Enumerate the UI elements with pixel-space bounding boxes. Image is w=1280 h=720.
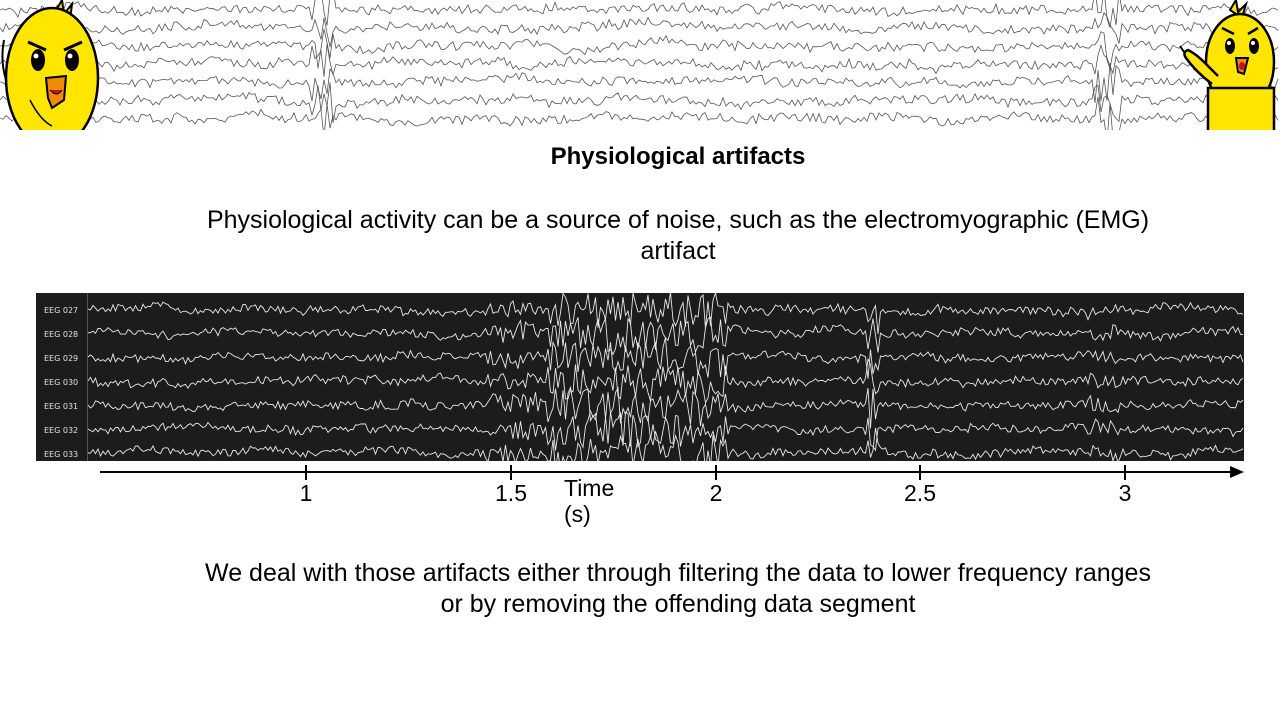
eeg-banner-traces — [0, 0, 1279, 130]
eeg-trace-eeg-032 — [88, 409, 1244, 452]
chick-mascot-right-icon — [1179, 0, 1276, 130]
eeg-trace-eeg-033 — [88, 427, 1244, 461]
chick-mascot-left-icon — [1, 0, 100, 130]
banner-trace-4 — [0, 44, 1279, 77]
tick-label-3: 3 — [1118, 480, 1132, 506]
eeg-trace-eeg-030 — [88, 357, 1244, 405]
slide-title: Physiological artifacts — [550, 143, 806, 170]
tick-label-2: 2 — [709, 480, 723, 506]
tick-label-2-5: 2.5 — [904, 480, 936, 506]
eeg-trace-eeg-029 — [88, 337, 1244, 379]
channel-label-eeg-033: EEG 033 — [44, 450, 79, 459]
tick-label-1-5: 1.5 — [495, 480, 527, 506]
tick-label-1: 1 — [299, 480, 313, 506]
channel-label-eeg-029: EEG 029 — [44, 354, 79, 363]
eeg-traces — [88, 293, 1244, 461]
outro-paragraph: We deal with those artifacts either thro… — [205, 559, 1151, 618]
banner-trace-2 — [0, 11, 1279, 48]
channel-label-eeg-032: EEG 032 — [44, 426, 79, 435]
eeg-recording-panel: EEG 027 EEG 028 EEG 029 EEG 030 EEG 031 … — [36, 293, 1244, 461]
banner-trace-6 — [0, 82, 1279, 123]
header-banner — [0, 0, 1280, 130]
channel-label-column — [36, 293, 88, 461]
time-axis — [100, 465, 1244, 480]
eeg-trace-eeg-027 — [88, 293, 1244, 335]
banner-trace-7 — [0, 96, 1279, 130]
channel-label-eeg-028: EEG 028 — [44, 330, 79, 339]
time-axis-arrowhead — [1230, 466, 1244, 478]
eeg-trace-eeg-028 — [88, 316, 1244, 356]
time-axis-label: Time (s) — [564, 475, 634, 527]
banner-trace-1 — [0, 0, 1279, 28]
intro-paragraph: Physiological activity can be a source o… — [206, 206, 1150, 265]
channel-label-eeg-031: EEG 031 — [44, 402, 79, 411]
channel-label-eeg-027: EEG 027 — [44, 306, 79, 315]
banner-trace-3 — [0, 28, 1279, 71]
channel-label-eeg-030: EEG 030 — [44, 378, 79, 387]
time-axis-label-line1: Time — [564, 475, 615, 501]
banner-trace-5 — [0, 63, 1279, 104]
eeg-trace-eeg-031 — [88, 385, 1244, 429]
time-axis-label-line2: (s) — [564, 501, 591, 527]
